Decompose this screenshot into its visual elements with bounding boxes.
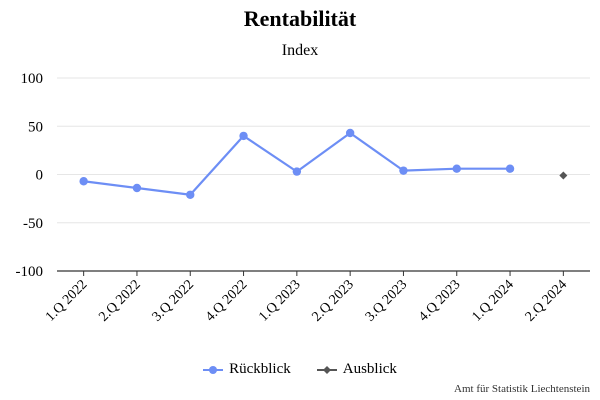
data-point-circle[interactable]: [79, 177, 88, 186]
credits-text[interactable]: Amt für Statistik Liechtenstein: [454, 383, 590, 395]
x-tick-label: 3.Q 2022: [150, 277, 197, 324]
series-line-0: [83, 131, 511, 196]
legend-circle-icon: [203, 365, 224, 374]
legend-item-rueckblick[interactable]: Rückblick: [203, 361, 291, 378]
y-tick-label: 0: [36, 168, 44, 184]
data-point-circle[interactable]: [399, 166, 408, 175]
x-tick-label: 4.Q 2022: [203, 277, 250, 324]
x-axis-ticks: 1.Q 2022 2.Q 2022 3.Q 2022 4.Q 2022 1.Q 2023…: [43, 271, 570, 325]
legend-label-rueckblick: Rückblick: [229, 361, 291, 377]
x-tick-label: 2.Q 2024: [523, 277, 570, 324]
data-point-circle[interactable]: [452, 164, 461, 173]
y-tick-label: 50: [28, 119, 43, 135]
legend-item-ausblick[interactable]: Ausblick: [316, 361, 397, 378]
data-point-circle[interactable]: [292, 167, 302, 176]
data-point-circle[interactable]: [345, 128, 355, 138]
x-tick-label: 2.Q 2023: [310, 277, 357, 324]
data-point-circle[interactable]: [186, 190, 195, 199]
x-tick-label: 1.Q 2022: [43, 277, 90, 324]
series-layer: [79, 128, 568, 199]
y-axis-ticks: 100 50 0 -50 -100: [16, 71, 44, 280]
data-point-circle[interactable]: [505, 164, 515, 173]
x-tick-label: 1.Q 2024: [469, 277, 516, 324]
data-point-circle[interactable]: [239, 131, 248, 141]
y-tick-label: -50: [23, 216, 43, 232]
chart-subtitle: Index: [281, 42, 319, 59]
legend-diamond-icon: [316, 365, 337, 374]
legend-label-ausblick: Ausblick: [342, 361, 397, 377]
x-tick-label: 4.Q 2023: [416, 277, 463, 324]
legend: Rückblick Ausblick: [0, 361, 600, 378]
x-tick-label: 2.Q 2022: [96, 277, 143, 324]
chart-title: Rentabilität: [243, 6, 357, 31]
data-point-circle[interactable]: [132, 183, 142, 193]
y-tick-label: -100: [16, 264, 44, 280]
x-tick-label: 1.Q 2023: [256, 277, 303, 324]
y-tick-label: 100: [21, 71, 44, 87]
grid-lines: [57, 77, 590, 272]
data-point-diamond[interactable]: [559, 171, 568, 180]
x-tick-label: 3.Q 2023: [363, 277, 410, 324]
